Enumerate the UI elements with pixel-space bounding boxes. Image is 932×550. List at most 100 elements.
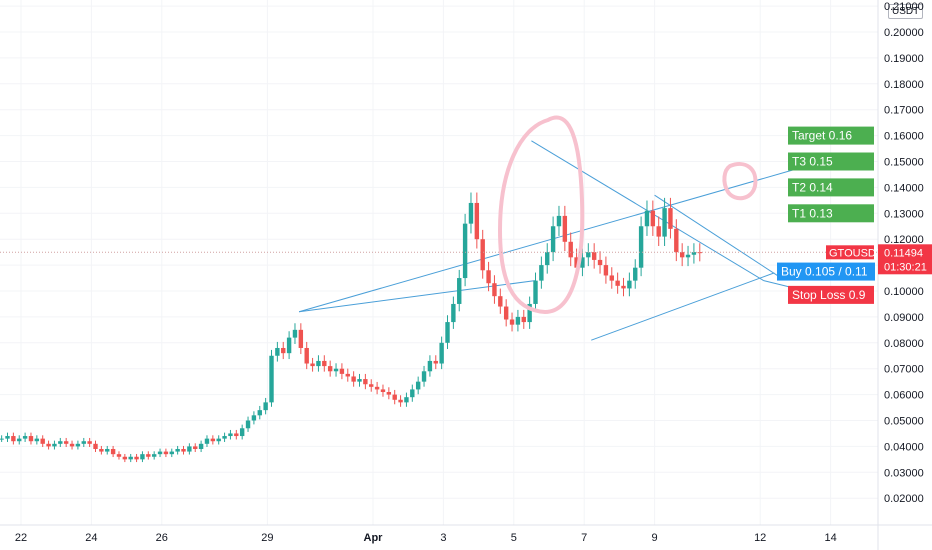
candle	[339, 363, 345, 380]
currency-label: USDT	[888, 4, 924, 19]
candle	[69, 440, 75, 450]
candle	[451, 296, 456, 329]
y-tick-label: 0.05000	[884, 416, 924, 428]
candle	[327, 360, 333, 377]
y-tick-label: 0.18000	[884, 79, 924, 91]
candle	[105, 445, 110, 455]
candle	[591, 243, 597, 269]
candle	[633, 259, 638, 289]
annotation-box	[788, 152, 874, 171]
candle	[46, 440, 51, 450]
candle	[157, 448, 163, 458]
candle	[22, 432, 28, 442]
annotation-box	[788, 178, 874, 197]
candle	[568, 232, 573, 267]
candle	[163, 448, 169, 458]
candle	[151, 451, 157, 460]
candle	[81, 437, 86, 447]
highlight-circle-right	[722, 162, 758, 201]
candle	[87, 437, 92, 447]
annotation-box	[788, 204, 874, 223]
candle	[462, 213, 468, 287]
candle	[369, 379, 374, 392]
x-tick-label: 24	[85, 532, 97, 544]
y-tick-label: 0.10000	[884, 286, 924, 298]
trendline	[298, 168, 796, 313]
y-tick-label: 0.15000	[884, 157, 924, 169]
x-tick-label: Apr	[364, 532, 384, 544]
x-tick-label: 29	[261, 532, 273, 544]
candles	[0, 192, 702, 463]
y-tick-label: 0.03000	[884, 467, 924, 479]
candle	[374, 381, 380, 395]
candle	[210, 435, 216, 445]
candle	[509, 312, 515, 332]
last-price-tag	[878, 244, 932, 275]
candle	[116, 451, 122, 460]
x-tick-label: 9	[652, 532, 658, 544]
candle	[545, 243, 550, 274]
last-price-label: 0.11494	[884, 247, 923, 259]
candle	[333, 363, 339, 377]
candle	[99, 445, 104, 455]
y-tick-label: 0.08000	[884, 338, 924, 350]
candle	[193, 443, 198, 453]
candle	[216, 435, 221, 445]
candle	[380, 384, 386, 397]
annotation-labels: Target 0.16 T3 0.15 T2 0.14 T1 0.13 Buy 0.10…	[777, 126, 875, 304]
candle	[181, 445, 186, 455]
y-tick-label: 0.09000	[884, 312, 924, 324]
annotation-box	[788, 285, 874, 304]
candle	[292, 323, 298, 344]
candle	[674, 219, 679, 262]
candle	[691, 243, 697, 264]
y-tick-label: 0.06000	[884, 390, 924, 402]
candle	[586, 243, 591, 267]
candle	[140, 451, 145, 463]
candle	[668, 197, 673, 239]
candle	[457, 269, 462, 312]
candle	[345, 368, 350, 382]
candle	[357, 373, 362, 387]
y-tick-label: 0.02000	[884, 493, 924, 505]
candle	[322, 355, 327, 372]
x-tick-label: 26	[156, 532, 168, 544]
candle	[556, 205, 562, 236]
y-tick-label: 0.16000	[884, 131, 924, 143]
candle	[638, 216, 644, 277]
candle	[263, 397, 268, 415]
candle	[275, 341, 280, 362]
candle	[480, 229, 485, 279]
candle	[52, 440, 57, 450]
candle	[685, 245, 691, 267]
candle	[93, 440, 98, 453]
highlight-circle-left	[497, 115, 585, 315]
candle	[580, 248, 585, 277]
annotation-label: T1 0.13	[792, 206, 833, 220]
candle	[410, 384, 415, 402]
candle	[257, 405, 262, 420]
candle	[609, 267, 614, 289]
y-tick-label: 0.17000	[884, 105, 924, 117]
annotation-label: T3 0.15	[792, 155, 833, 169]
candle	[28, 432, 34, 445]
candle	[627, 272, 632, 297]
candle	[597, 251, 603, 274]
candle	[286, 331, 292, 360]
candle	[527, 296, 532, 329]
y-tick-label: 0.14000	[884, 182, 924, 194]
candle	[110, 445, 116, 458]
candle	[204, 435, 210, 447]
candle	[245, 416, 251, 432]
candle	[351, 371, 356, 387]
x-tick-label: 14	[824, 532, 836, 544]
candle	[234, 429, 239, 440]
x-tick-label: 22	[15, 532, 27, 544]
candle	[644, 200, 650, 236]
candle	[63, 437, 69, 447]
candle	[187, 443, 192, 455]
candle	[175, 445, 180, 455]
candle	[603, 256, 609, 284]
annotation-box	[788, 126, 874, 145]
